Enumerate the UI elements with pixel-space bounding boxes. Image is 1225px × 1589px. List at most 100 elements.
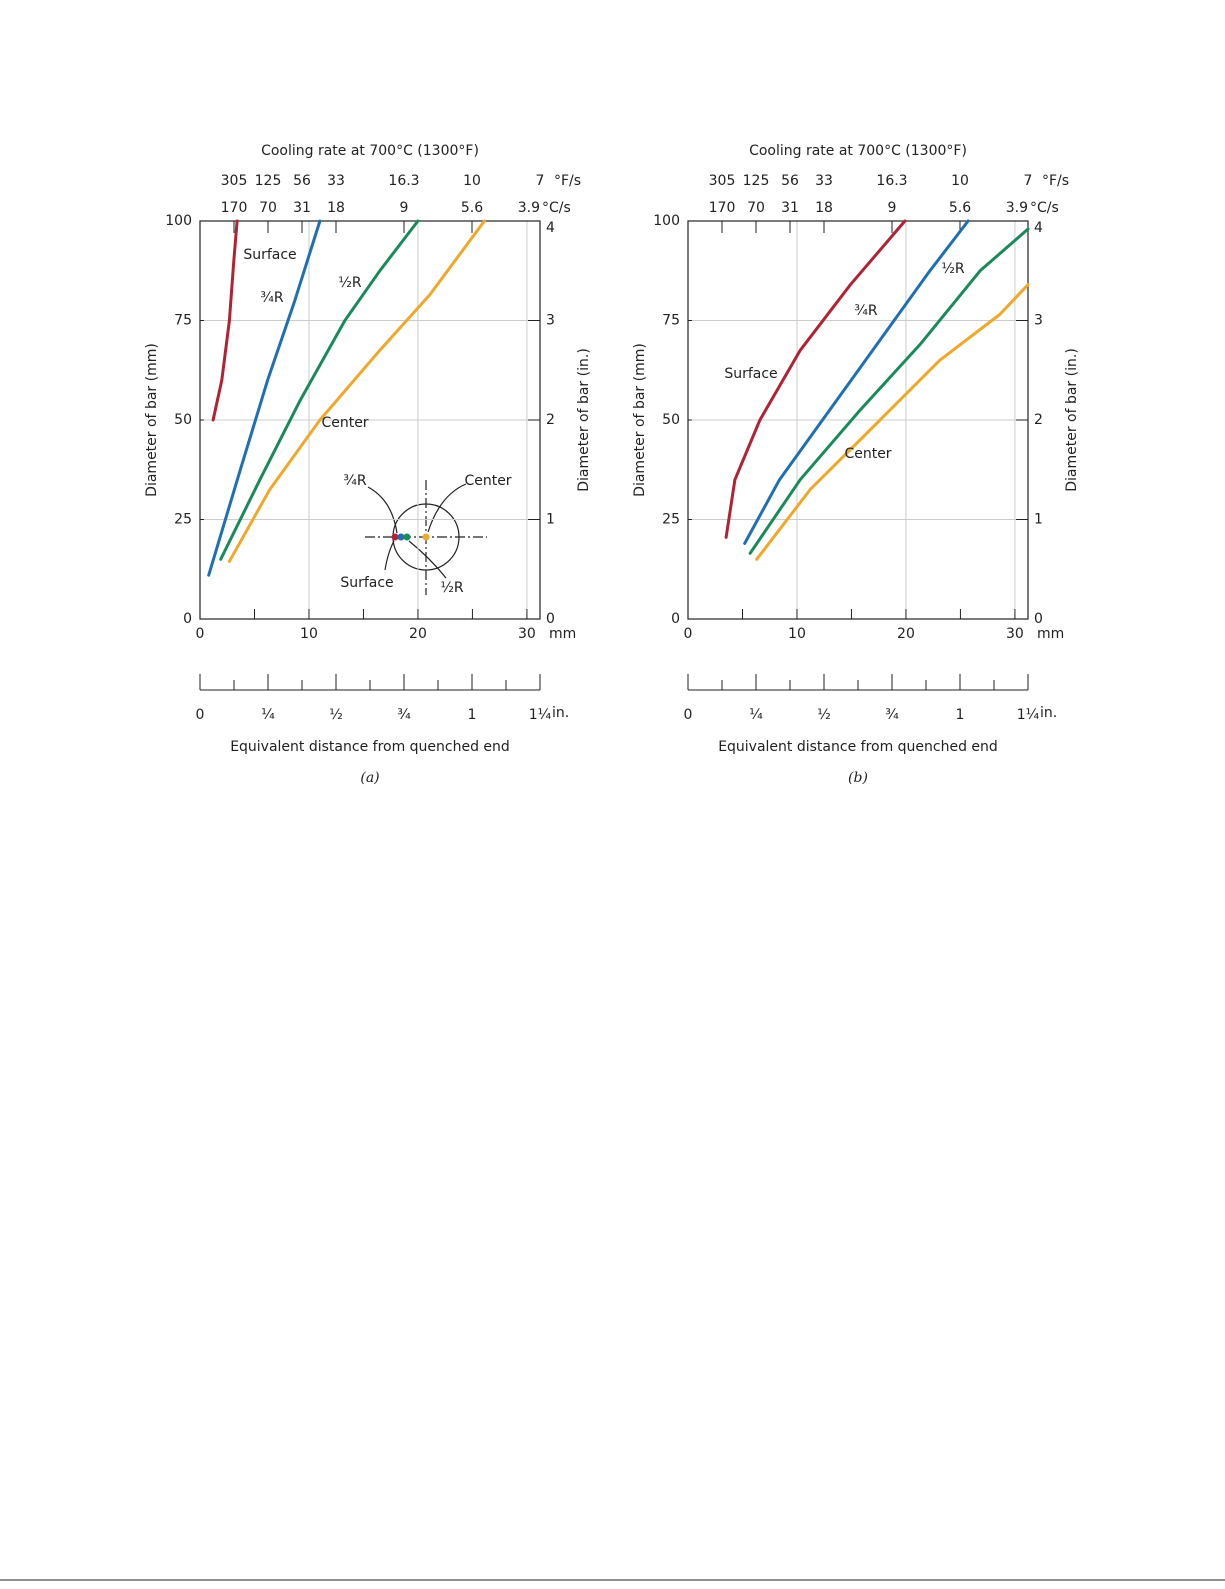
inset-diagram (365, 480, 487, 595)
top-f-label: 125 (743, 173, 770, 189)
top-c-label: 70 (259, 200, 277, 216)
half-dot (403, 533, 411, 541)
series-line (207, 219, 322, 577)
y2-tick-label: 0 (546, 611, 555, 627)
series-line (724, 219, 907, 539)
top-f-label: 33 (327, 173, 345, 189)
y-axis-label: Diameter of bar (mm) (632, 343, 648, 497)
series-line (219, 219, 420, 561)
top-c-label: 3.9 (518, 200, 540, 216)
series-line (748, 227, 1030, 555)
x-axis-label: Equivalent distance from quenched end (718, 739, 998, 755)
series-line (755, 283, 1030, 561)
top-c-label: 3.9 (1006, 200, 1028, 216)
top-c-label: 31 (293, 200, 311, 216)
top-f-label: 7 (1024, 173, 1033, 189)
x-tick-label: 20 (409, 626, 427, 642)
top-f-label: 305 (221, 173, 248, 189)
y2-tick-label: 1 (546, 512, 555, 528)
y-tick-label: 50 (174, 412, 192, 428)
center-dot (422, 533, 430, 541)
top-unit-f: °F/s (1042, 173, 1069, 189)
x-unit: mm (549, 626, 576, 642)
top-unit-f: °F/s (554, 173, 581, 189)
x-tick-label: 0 (684, 626, 693, 642)
x-tick-label: 30 (518, 626, 536, 642)
top-f-label: 305 (709, 173, 736, 189)
caption: (a) (360, 770, 379, 786)
x2-tick-label: 1 (956, 707, 965, 723)
x-tick-label: 20 (897, 626, 915, 642)
surface-dot (391, 533, 399, 541)
top-f-label: 16.3 (876, 173, 907, 189)
x2-unit: in. (552, 705, 569, 721)
inset-label: ½R (440, 580, 464, 596)
pointer (427, 483, 467, 533)
y-tick-label: 100 (653, 213, 680, 229)
top-f-label: 10 (951, 173, 969, 189)
y2-tick-label: 2 (1034, 412, 1043, 428)
x-unit: mm (1037, 626, 1064, 642)
top-c-label: 70 (747, 200, 765, 216)
y2-tick-label: 3 (1034, 313, 1043, 329)
top-c-label: 9 (888, 200, 897, 216)
pointer (367, 486, 398, 534)
x2-tick-label: 0 (196, 707, 205, 723)
y2-tick-label: 3 (546, 313, 555, 329)
y2-tick-label: 4 (1034, 220, 1043, 236)
caption: (b) (848, 770, 868, 786)
x2-unit: in. (1040, 705, 1057, 721)
top-axis-label: Cooling rate at 700°C (1300°F) (261, 143, 479, 159)
series-label: ¾R (854, 303, 878, 319)
x-axis-label: Equivalent distance from quenched end (230, 739, 510, 755)
x2-tick-label: ¾ (885, 707, 899, 723)
x2-tick-label: 1 (468, 707, 477, 723)
top-f-label: 16.3 (388, 173, 419, 189)
y-tick-label: 50 (662, 412, 680, 428)
x-tick-label: 30 (1006, 626, 1024, 642)
x2-tick-label: ¼ (749, 707, 763, 723)
series-label: ¾R (260, 290, 284, 306)
series-label: ½R (338, 275, 362, 291)
x-tick-label: 10 (300, 626, 318, 642)
y2-tick-label: 2 (546, 412, 555, 428)
top-f-label: 7 (536, 173, 545, 189)
series-line (743, 219, 970, 545)
top-unit-c: °C/s (1030, 200, 1059, 216)
top-c-label: 5.6 (949, 200, 971, 216)
top-c-label: 31 (781, 200, 799, 216)
series-line (227, 219, 486, 563)
y-tick-label: 25 (662, 512, 680, 528)
top-c-label: 9 (400, 200, 409, 216)
x2-tick-label: ½ (329, 707, 343, 723)
y2-tick-label: 0 (1034, 611, 1043, 627)
y-tick-label: 100 (165, 213, 192, 229)
top-c-label: 18 (815, 200, 833, 216)
x-tick-label: 10 (788, 626, 806, 642)
top-axis-label: Cooling rate at 700°C (1300°F) (749, 143, 967, 159)
y-tick-label: 0 (183, 611, 192, 627)
top-c-label: 18 (327, 200, 345, 216)
series-label: ½R (941, 261, 965, 277)
top-c-label: 170 (709, 200, 736, 216)
series-label: Surface (724, 366, 777, 382)
series-label: Center (321, 415, 368, 431)
top-f-label: 125 (255, 173, 282, 189)
x2-tick-label: ½ (817, 707, 831, 723)
series-label: Center (844, 446, 891, 462)
x2-tick-label: ¼ (261, 707, 275, 723)
three-quarter-dot (397, 533, 405, 541)
inset-label: Center (464, 473, 511, 489)
x-tick-label: 0 (196, 626, 205, 642)
top-f-label: 56 (781, 173, 799, 189)
y2-tick-label: 4 (546, 220, 555, 236)
y-axis-label: Diameter of bar (mm) (144, 343, 160, 497)
y2-axis-label: Diameter of bar (in.) (576, 348, 592, 492)
pointer (408, 540, 447, 579)
top-f-label: 56 (293, 173, 311, 189)
top-c-label: 5.6 (461, 200, 483, 216)
x2-tick-label: 1¼ (529, 707, 552, 723)
y-tick-label: 0 (671, 611, 680, 627)
